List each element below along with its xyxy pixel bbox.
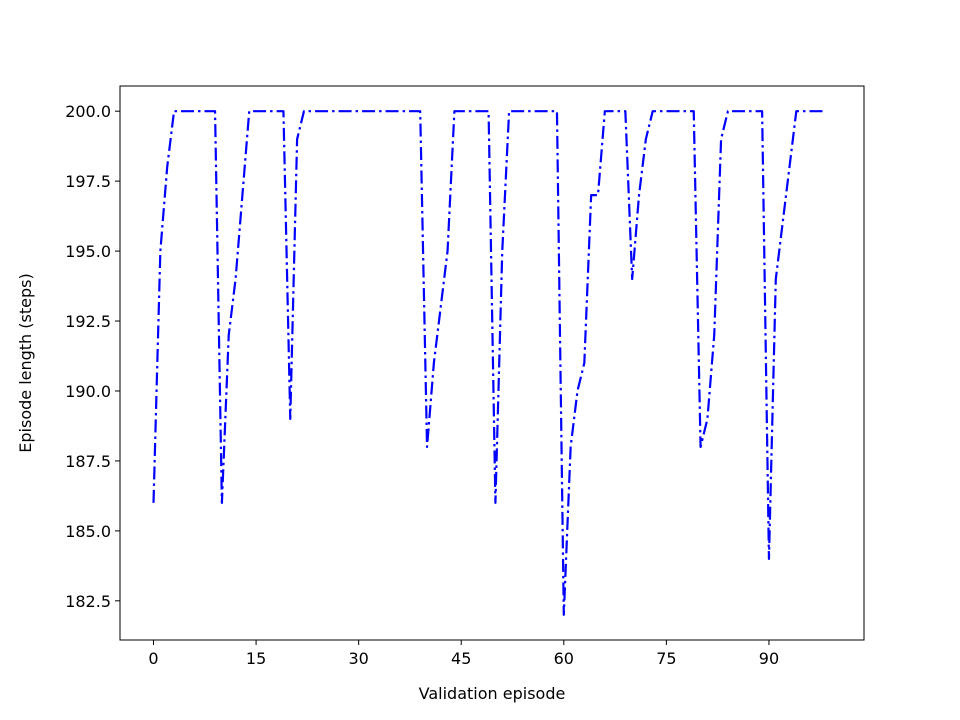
- x-tick-label: 45: [451, 649, 471, 668]
- x-tick-label: 30: [348, 649, 368, 668]
- y-tick-label: 192.5: [65, 312, 111, 331]
- x-tick-label: 90: [759, 649, 779, 668]
- x-tick-label: 15: [246, 649, 266, 668]
- series-layer: [152, 110, 824, 616]
- y-axis-label: Episode length (steps): [16, 273, 35, 452]
- x-tick-label: 0: [148, 649, 158, 668]
- series-line: [152, 110, 824, 616]
- y-tick-label: 195.0: [65, 242, 111, 261]
- y-tick-label: 187.5: [65, 452, 111, 471]
- y-tick-label: 197.5: [65, 172, 111, 191]
- x-tick-label: 60: [554, 649, 574, 668]
- y-tick-label: 200.0: [65, 102, 111, 121]
- y-tick-label: 182.5: [65, 592, 111, 611]
- axis-ticks: 0 15 30 45 60 75 90 182.5 185.0 187.5 190.0 192.5 19…: [65, 102, 779, 668]
- plot-frame: [119, 85, 865, 641]
- y-tick-label: 185.0: [65, 522, 111, 541]
- x-axis-label: Validation episode: [419, 684, 566, 703]
- x-tick-label: 75: [656, 649, 676, 668]
- y-tick-label: 190.0: [65, 382, 111, 401]
